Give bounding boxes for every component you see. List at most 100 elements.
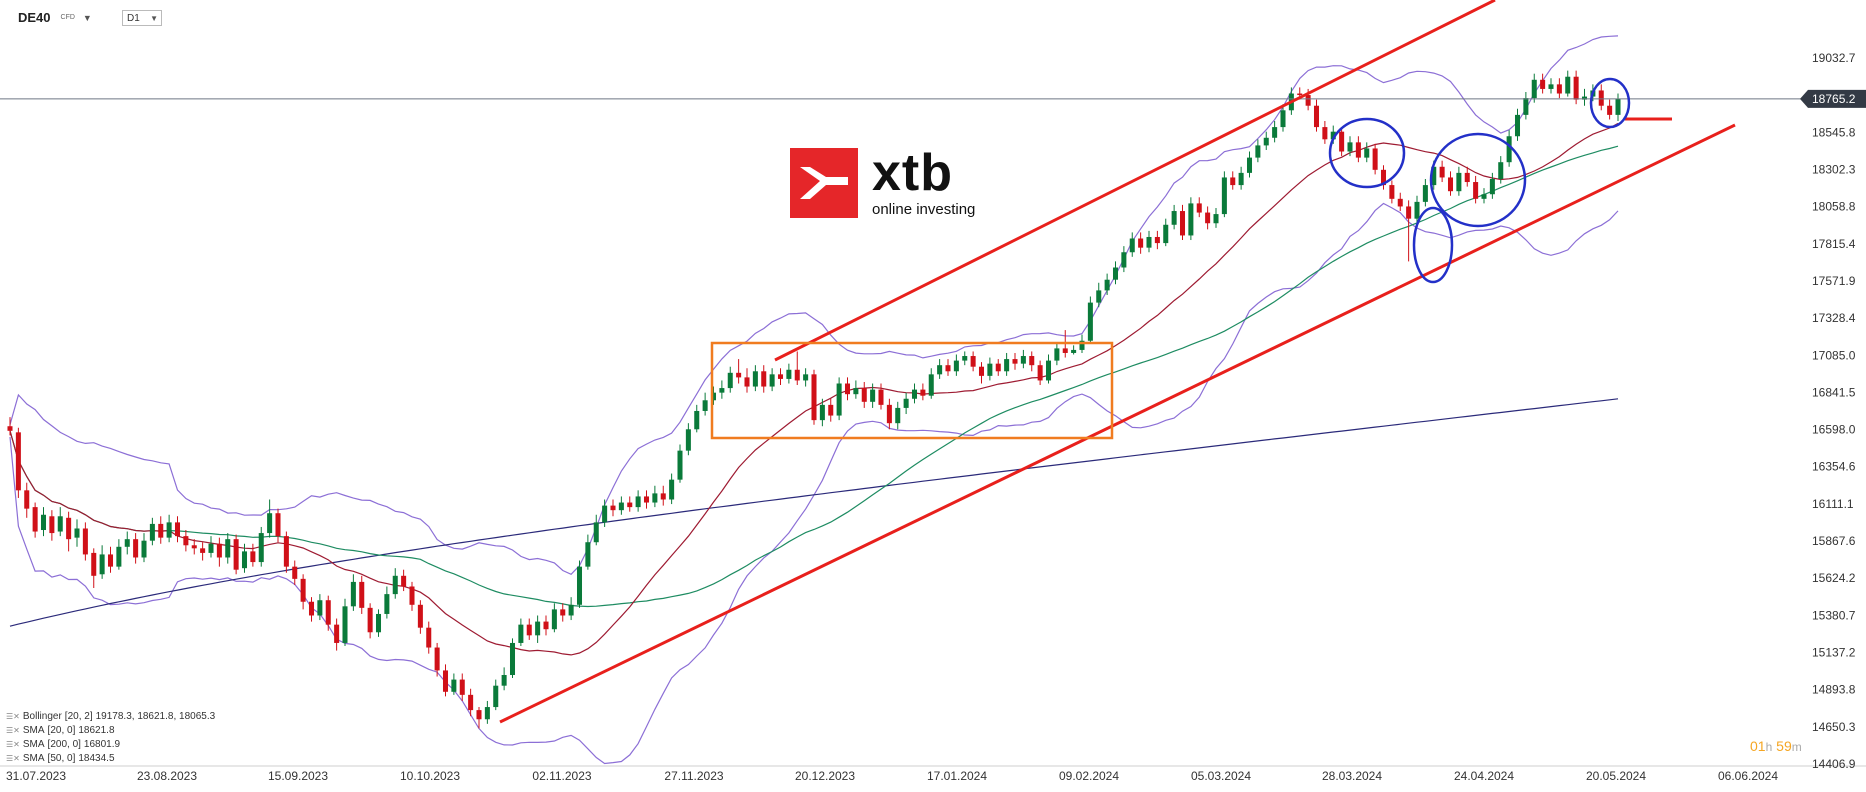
candle-body xyxy=(107,554,114,567)
symbol-selector[interactable]: DE40 CFD ▼ xyxy=(18,10,92,25)
candle-body xyxy=(828,404,834,416)
candle xyxy=(317,594,323,621)
candle xyxy=(267,499,273,538)
candle-body xyxy=(1581,96,1588,100)
candle xyxy=(501,667,507,691)
symbol-name: DE40 xyxy=(18,10,51,25)
candle-body xyxy=(568,604,574,616)
candle-body xyxy=(794,369,800,381)
candle xyxy=(1087,296,1093,344)
legend-item-sma200[interactable]: ☰✕ SMA [200, 0] 16801.9 xyxy=(6,739,121,750)
candle-body xyxy=(811,374,817,421)
candle-body xyxy=(1012,359,1018,364)
y-tick-label: 19032.7 xyxy=(1812,51,1856,65)
settings-icon[interactable]: ☰✕ xyxy=(6,740,20,749)
candle-body xyxy=(669,479,675,500)
candle xyxy=(878,383,884,410)
candle-body xyxy=(1439,166,1445,178)
candle xyxy=(861,381,867,408)
candle-body xyxy=(1179,211,1186,236)
timeframe-select[interactable]: D1 ▼ xyxy=(122,10,162,26)
candle xyxy=(375,609,382,637)
candle xyxy=(702,392,708,416)
candle-body xyxy=(74,528,80,538)
candle xyxy=(241,543,248,573)
bollinger-upper-line xyxy=(9,35,1619,576)
candle xyxy=(1263,131,1269,150)
candle xyxy=(685,423,691,456)
candle-body xyxy=(1087,302,1093,341)
candle xyxy=(1004,352,1010,376)
candle xyxy=(1364,142,1370,163)
candle-body xyxy=(200,548,206,553)
symbol-dropdown-icon[interactable]: ▼ xyxy=(82,12,92,23)
candle-body xyxy=(1238,172,1244,186)
candle xyxy=(1213,207,1219,228)
settings-icon[interactable]: ☰✕ xyxy=(6,712,20,721)
candle-body xyxy=(1473,182,1479,199)
candle xyxy=(468,688,474,717)
candle-body xyxy=(1573,76,1579,100)
symbol-type: CFD xyxy=(60,14,75,21)
candle-body xyxy=(15,432,21,491)
candle xyxy=(585,534,591,570)
candle xyxy=(292,560,298,585)
candle-body xyxy=(1464,172,1470,183)
candle-body xyxy=(1272,127,1278,138)
xtb-logo-sub: online investing xyxy=(872,200,976,218)
candle-body xyxy=(459,679,465,695)
legend-item-sma20[interactable]: ☰✕ SMA [20, 0] 18621.8 xyxy=(6,725,115,736)
consolidation-box xyxy=(710,341,1114,440)
candle xyxy=(1221,171,1227,218)
candle-body xyxy=(208,543,214,553)
candle xyxy=(1272,120,1278,143)
sma200-line xyxy=(9,398,1619,627)
candle-body xyxy=(250,551,256,563)
candle xyxy=(794,351,800,386)
candle xyxy=(1447,171,1454,196)
candle-body xyxy=(241,551,248,569)
candle-body xyxy=(911,389,918,399)
y-tick-label: 18058.8 xyxy=(1812,200,1856,214)
candle-body xyxy=(769,374,775,387)
candle xyxy=(451,673,457,695)
y-tick-label: 15137.2 xyxy=(1812,646,1856,660)
candle xyxy=(325,595,331,631)
y-tick-label: 18302.3 xyxy=(1812,162,1856,176)
candle-body xyxy=(903,398,909,408)
candle-body xyxy=(1104,279,1110,291)
candle-body xyxy=(995,363,1001,372)
settings-icon[interactable]: ☰✕ xyxy=(6,754,20,763)
candle xyxy=(283,531,289,573)
candle xyxy=(1104,273,1110,295)
legend-item-bollinger[interactable]: ☰✕ Bollinger [20, 2] 19178.3, 18621.8, 1… xyxy=(6,711,216,722)
candle xyxy=(141,533,147,563)
candle xyxy=(1414,195,1420,224)
candle-body xyxy=(803,374,809,381)
candle-body xyxy=(1556,84,1562,94)
timeframe-dropdown-icon[interactable]: ▼ xyxy=(150,14,158,23)
candle-body xyxy=(1154,236,1160,244)
candle-body xyxy=(1498,162,1504,179)
pattern-ellipse xyxy=(1429,132,1527,228)
candle xyxy=(1540,73,1546,94)
settings-icon[interactable]: ☰✕ xyxy=(6,726,20,735)
candle xyxy=(200,542,206,561)
candle-body xyxy=(1347,142,1353,152)
candle xyxy=(551,603,557,633)
candle xyxy=(417,600,423,634)
candle xyxy=(719,380,725,399)
candle-body xyxy=(1213,214,1219,224)
timeframe-value: D1 xyxy=(127,13,140,24)
legend-item-sma50[interactable]: ☰✕ SMA [50, 0] 18434.5 xyxy=(6,753,115,764)
candle xyxy=(1439,160,1445,183)
x-tick-label: 15.09.2023 xyxy=(268,769,328,783)
candle-body xyxy=(1397,198,1403,207)
candle xyxy=(1255,139,1261,163)
candle xyxy=(803,368,809,387)
candle xyxy=(1313,99,1320,132)
candle xyxy=(74,519,80,547)
candle-body xyxy=(501,675,507,686)
